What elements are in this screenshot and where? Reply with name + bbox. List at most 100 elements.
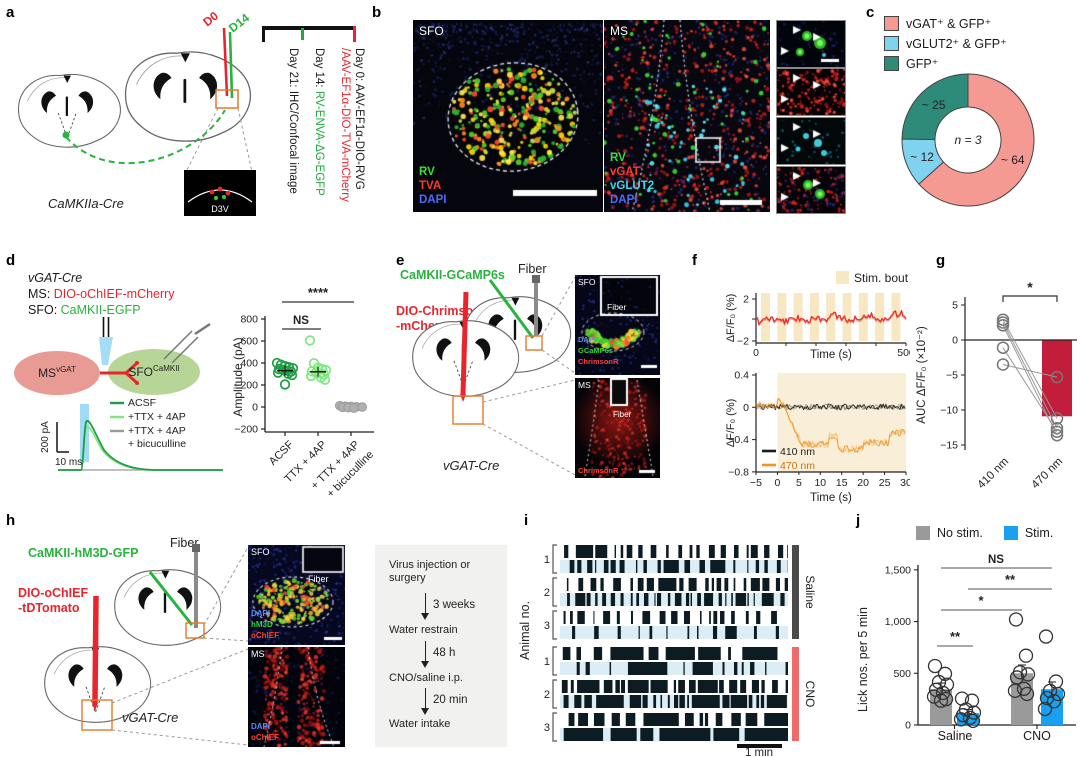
bicuculline-points xyxy=(335,400,367,413)
raster-row-10 xyxy=(560,713,788,726)
panel-d-label: d xyxy=(6,252,16,269)
d-ytick-800: 800 xyxy=(240,314,258,326)
cno-group-bar xyxy=(792,647,799,741)
ms-box xyxy=(452,395,484,425)
ms-chrimsonr-canvas xyxy=(575,378,660,478)
donut-value-1: ~ 12 xyxy=(910,150,934,164)
raster-ylabel: Animal no. xyxy=(518,600,532,660)
f-bot-xtick-25: 25 xyxy=(879,477,891,489)
d-cat-acsf: ACSF xyxy=(267,438,296,467)
j-sig-stim: ** xyxy=(1005,572,1016,587)
f-bot-xtick-30: 30 xyxy=(900,477,910,489)
ms-neuron-dot xyxy=(62,131,70,139)
trace-470nm xyxy=(755,398,906,453)
timeline-day0-virus: /AAV-EF1α-DIO-TVA-mCherry xyxy=(339,48,351,202)
flow-arrow-3-label: 20 min xyxy=(433,694,468,706)
cno-group-label: CNO xyxy=(803,681,817,708)
patch-pipette xyxy=(163,330,199,364)
lick-points-2 xyxy=(1007,612,1036,702)
m-hms-label-dapi: DAPI xyxy=(251,722,271,731)
photometry-plots: Stim. bout 2 −2 0 500 Time (s) ΔF/F₀ (%) 0.4 0 −0… xyxy=(725,271,910,504)
m-hsfo-label-sfo: SFO xyxy=(251,547,270,557)
panel-h-schematic xyxy=(44,544,249,746)
f-bot-xtick-5: 5 xyxy=(796,477,802,489)
stim-bout-swatch xyxy=(836,271,849,284)
donut-center-label: n = 3 xyxy=(954,133,981,147)
raster-row-2 xyxy=(560,578,788,591)
donut-slice-2 xyxy=(901,73,969,140)
acsf-points xyxy=(271,357,299,390)
trace-470nm xyxy=(755,397,906,453)
ms-box-h xyxy=(81,699,113,731)
trace-legend-0: ACSF xyxy=(128,397,156,409)
trace-legend-3: + bicuculline xyxy=(128,438,186,450)
lick-legend: No stim. Stim. xyxy=(916,526,1053,540)
flow-step-cno: CNO/saline i.p. xyxy=(389,672,463,684)
f-bot-xlabel: Time (s) xyxy=(810,492,852,504)
panel-g-label: g xyxy=(936,252,946,269)
g-ytick--10: −10 xyxy=(940,405,958,417)
j-ytick-1: 1,000 xyxy=(885,616,911,628)
g-ytick-5: 5 xyxy=(952,300,958,312)
flow-arrow-2 xyxy=(421,641,429,668)
d-ylabel: Amplitude (pA) xyxy=(232,337,245,416)
g-ytick--15: −15 xyxy=(940,440,958,452)
ms-inset-merge xyxy=(776,166,846,214)
d-ytick-600: 600 xyxy=(240,336,258,348)
m-bms-label-rv: RV xyxy=(610,152,626,164)
sfo-virus-label: SFO: CaMKII-EGFP xyxy=(28,303,141,317)
scale-10ms: 10 ms xyxy=(55,457,82,468)
m-bms-label-dapi: DAPI xyxy=(610,194,638,206)
m-hsfo-label-fiber: Fiber xyxy=(308,574,329,584)
m-bsfo-label-rv: RV xyxy=(419,166,435,178)
legend-470nm: 470 nm xyxy=(780,460,815,472)
m-hsfo-label-ochief: oChIEF xyxy=(251,631,279,640)
f-bot-xtick-20: 20 xyxy=(857,477,869,489)
lick-points-0 xyxy=(926,658,955,708)
f-bot-ylabel: ΔF/F₀ (%) xyxy=(725,399,737,448)
f-top-x500: 500 xyxy=(897,347,910,359)
legend-410nm: 410 nm xyxy=(780,446,815,458)
m-bms-label-vgat: vGAT xyxy=(610,166,640,178)
d3v-inset: D3V xyxy=(184,170,256,216)
vgat-cre-label: vGAT-Cre xyxy=(28,271,83,285)
saline-cat-label: Saline xyxy=(937,729,973,743)
gcamp-needle xyxy=(488,279,535,339)
ms-inset-gfp xyxy=(776,20,846,68)
auc-bar-chart: 5 0 −5 −10 −15 AUC ΔF/F₀ (×10⁻²) * 410 nm 470 nm xyxy=(916,279,1077,492)
sfo-box-h xyxy=(185,622,205,639)
gfp-swatch xyxy=(884,56,899,71)
ochief-needle xyxy=(92,595,99,704)
raster-scalebar xyxy=(737,744,782,748)
fiber-label-e: Fiber xyxy=(518,262,547,276)
vgat-cre-label-e: vGAT-Cre xyxy=(443,458,500,473)
raster-scalebar-label: 1 min xyxy=(745,747,773,757)
flow-step-intake: Water intake xyxy=(389,718,451,730)
g-cat-410: 410 nm xyxy=(976,456,1012,492)
day14-tick xyxy=(301,28,304,40)
sfo-gcamp-micrograph: SFO Fiber DAPI GCaMP6s ChrimsonR xyxy=(575,275,660,375)
sfo-box xyxy=(525,335,543,351)
stim-bout-label: Stim. bout xyxy=(854,271,909,285)
m-esfo-label-gcamp6s: GCaMP6s xyxy=(578,346,614,355)
j-ytick-0: 1,500 xyxy=(885,564,911,576)
m-esfo-label-fiber: Fiber xyxy=(607,302,627,312)
m-bsfo-label-dapi: DAPI xyxy=(419,194,447,206)
d-sig-main: **** xyxy=(308,285,329,300)
ms-ellipse xyxy=(14,351,100,395)
m-hms-label-ms: MS xyxy=(251,649,265,659)
flow-arrow-3 xyxy=(421,688,429,715)
vgat-gfp-swatch xyxy=(884,16,899,31)
f-top-ytick-2: 2 xyxy=(743,294,749,306)
no-stim-swatch xyxy=(916,526,930,540)
animal-number: 1 xyxy=(544,554,550,566)
panel-i-label: i xyxy=(524,512,529,529)
auc-470-bar xyxy=(1042,340,1072,417)
auc-paired-points xyxy=(996,313,1064,442)
chrimsonr-needle xyxy=(460,291,469,395)
j-ytick-2: 500 xyxy=(893,668,911,680)
ms-inset-vglut2 xyxy=(776,117,846,165)
m-bms-label-vglut2: vGLUT2 xyxy=(610,180,655,192)
